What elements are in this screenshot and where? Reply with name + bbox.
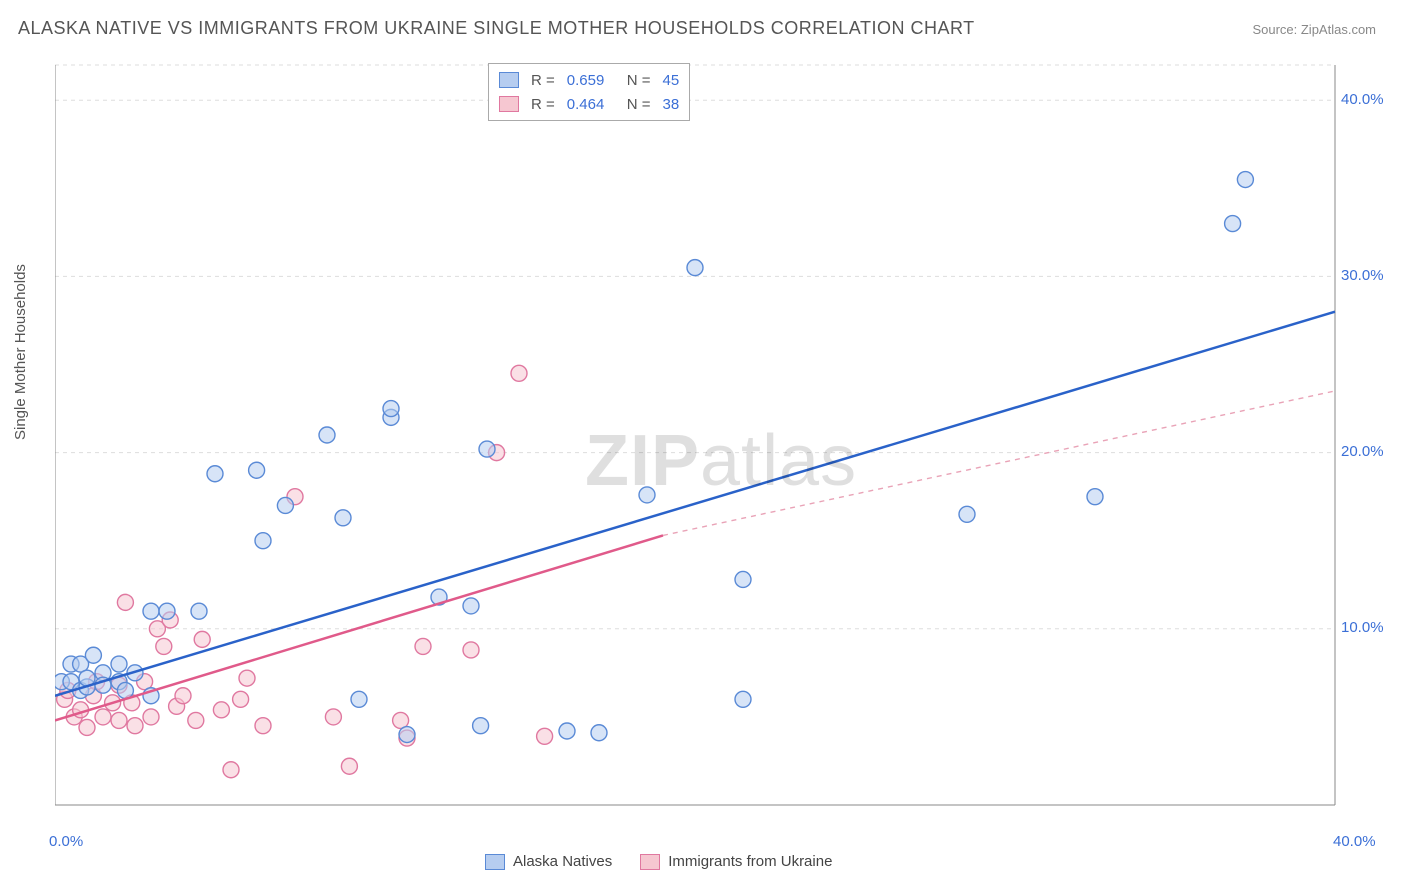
chart-container: ALASKA NATIVE VS IMMIGRANTS FROM UKRAINE… <box>0 0 1406 892</box>
y-tick-label: 30.0% <box>1341 267 1384 284</box>
y-tick-label: 10.0% <box>1341 619 1384 636</box>
swatch-pink-icon <box>640 854 660 870</box>
legend-stats-row: R = 0.659 N = 45 <box>499 68 679 92</box>
legend-label: Alaska Natives <box>513 853 612 870</box>
r-label: R = <box>531 96 555 113</box>
chart-title: ALASKA NATIVE VS IMMIGRANTS FROM UKRAINE… <box>18 18 975 39</box>
legend-stats-row: R = 0.464 N = 38 <box>499 92 679 116</box>
swatch-blue-icon <box>499 72 519 88</box>
legend-label: Immigrants from Ukraine <box>668 853 832 870</box>
legend-item: Alaska Natives <box>485 853 612 870</box>
r-value: 0.659 <box>567 72 615 89</box>
legend-stats: R = 0.659 N = 45 R = 0.464 N = 38 <box>488 63 690 121</box>
x-tick-label: 40.0% <box>1333 833 1376 850</box>
source-label: Source: ZipAtlas.com <box>1252 22 1376 37</box>
swatch-blue-icon <box>485 854 505 870</box>
y-tick-label: 40.0% <box>1341 91 1384 108</box>
x-tick-label: 0.0% <box>49 833 83 850</box>
r-value: 0.464 <box>567 96 615 113</box>
swatch-pink-icon <box>499 96 519 112</box>
y-tick-label: 20.0% <box>1341 443 1384 460</box>
legend-series: Alaska Natives Immigrants from Ukraine <box>485 853 832 870</box>
r-label: R = <box>531 72 555 89</box>
plot-area: ZIPatlas R = 0.659 N = 45 R = 0.464 N = … <box>55 55 1385 825</box>
n-value: 45 <box>663 72 680 89</box>
n-label: N = <box>627 72 651 89</box>
n-label: N = <box>627 96 651 113</box>
chart-svg <box>55 55 1385 825</box>
y-axis-label: Single Mother Households <box>12 264 29 440</box>
legend-item: Immigrants from Ukraine <box>640 853 832 870</box>
n-value: 38 <box>663 96 680 113</box>
